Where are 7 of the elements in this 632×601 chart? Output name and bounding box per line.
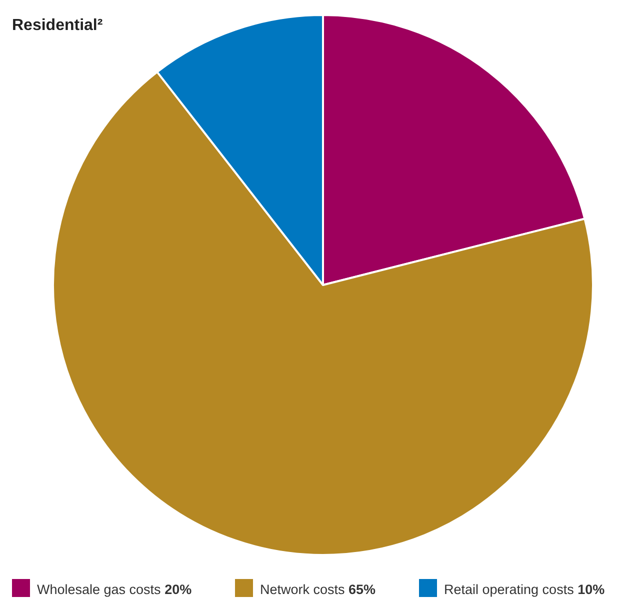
legend-label: Wholesale gas costs (37, 582, 161, 597)
data-label: 10% (578, 582, 605, 597)
data-label: 20% (164, 582, 192, 597)
data-label: 65% (348, 582, 376, 597)
slice-label: Network costs (260, 582, 345, 597)
chart-title: Residential² (12, 17, 103, 34)
legend-label: Retail operating costs (444, 582, 574, 597)
